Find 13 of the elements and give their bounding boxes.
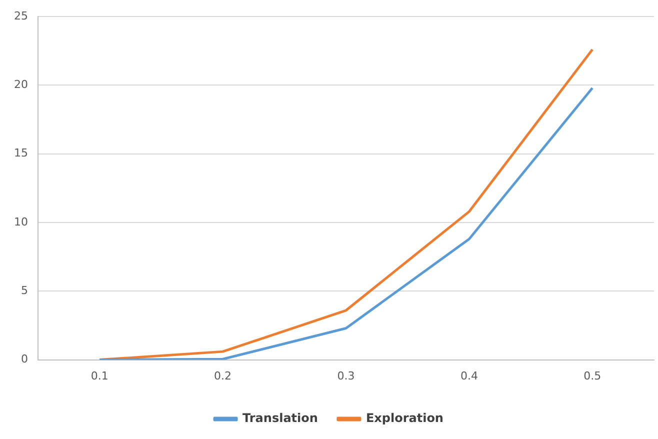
- legend-label: Exploration: [366, 411, 444, 426]
- x-tick-label: 0.2: [214, 369, 232, 382]
- y-tick-label: 0: [20, 352, 28, 366]
- x-tick-label: 0.3: [337, 369, 355, 382]
- x-tick-label: 0.5: [584, 369, 602, 382]
- y-tick-label: 25: [14, 9, 28, 22]
- y-tick-label: 20: [14, 78, 28, 92]
- y-tick-label: 10: [14, 215, 28, 228]
- legend-label: Translation: [242, 411, 318, 426]
- y-tick-label: 15: [14, 146, 28, 160]
- x-tick-label: 0.1: [90, 369, 108, 382]
- x-tick-label: 0.4: [460, 369, 478, 382]
- y-tick-label: 5: [20, 284, 28, 298]
